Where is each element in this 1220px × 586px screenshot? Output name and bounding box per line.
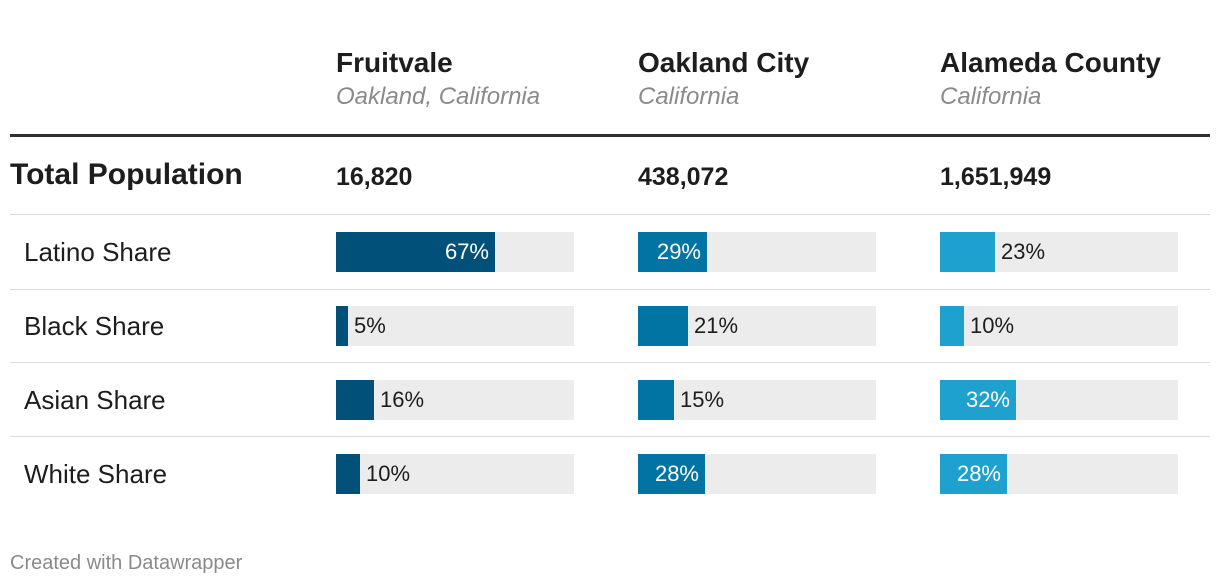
- bar: [336, 454, 360, 494]
- row-label: White Share: [24, 459, 168, 489]
- bar-value-label: 15%: [680, 387, 725, 412]
- bar-value-label: 16%: [380, 387, 425, 412]
- row-divider: [10, 436, 1210, 437]
- bar-value-label: 10%: [970, 313, 1015, 338]
- bar: [336, 380, 374, 420]
- bar-track: 29%: [638, 232, 876, 272]
- row-label: Black Share: [24, 311, 165, 341]
- column-subtitle: California: [940, 83, 1042, 110]
- column-header-oakland-city: Oakland City California: [638, 46, 809, 112]
- bar-value-label: 28%: [654, 461, 699, 486]
- bar-track: 10%: [336, 454, 574, 494]
- bar: [940, 232, 995, 272]
- bar: [638, 454, 705, 494]
- column-name: Oakland City: [638, 47, 810, 78]
- bar: [336, 232, 495, 272]
- bar-track: 23%: [940, 232, 1178, 272]
- row-divider: [10, 362, 1210, 363]
- bar: [638, 306, 688, 346]
- total-population-label: Total Population: [10, 158, 243, 191]
- bar-value-label: 5%: [354, 313, 386, 338]
- bar-value-label: 28%: [956, 461, 1001, 486]
- bar-track: 10%: [940, 306, 1178, 346]
- row-label: Asian Share: [24, 385, 166, 415]
- bar-value-label: 21%: [694, 313, 739, 338]
- bar-value-label: 29%: [656, 239, 701, 264]
- column-header-alameda-county: Alameda County California: [940, 46, 1161, 112]
- bar-value-label: 32%: [965, 387, 1010, 412]
- bar: [940, 454, 1007, 494]
- bar: [940, 380, 1016, 420]
- population-alameda-county: 1,651,949: [940, 163, 1052, 191]
- bar-track: 67%: [336, 232, 574, 272]
- row-divider: [10, 214, 1210, 215]
- bar: [638, 380, 674, 420]
- header-divider: [10, 134, 1210, 137]
- credit-footer: Created with Datawrapper: [10, 552, 243, 574]
- bar-track: 32%: [940, 380, 1178, 420]
- row-label: Latino Share: [24, 237, 172, 267]
- bar: [940, 306, 964, 346]
- column-name: Alameda County: [940, 47, 1161, 78]
- population-oakland-city: 438,072: [638, 163, 729, 191]
- bar-track: 21%: [638, 306, 876, 346]
- column-name: Fruitvale: [336, 47, 453, 78]
- row-divider: [10, 289, 1210, 290]
- population-fruitvale: 16,820: [336, 163, 413, 191]
- bar-value-label: 67%: [444, 239, 489, 264]
- column-header-fruitvale: Fruitvale Oakland, California: [336, 46, 540, 112]
- bar-track: 28%: [940, 454, 1178, 494]
- bar-track: 16%: [336, 380, 574, 420]
- bar-track: 5%: [336, 306, 574, 346]
- data-table: Fruitvale Oakland, California Oakland Ci…: [10, 0, 1210, 586]
- bar: [638, 232, 707, 272]
- bar-value-label: 23%: [1001, 239, 1046, 264]
- bar-track: 15%: [638, 380, 876, 420]
- bar-value-label: 10%: [366, 461, 411, 486]
- bar-track: 28%: [638, 454, 876, 494]
- column-subtitle: Oakland, California: [336, 83, 541, 110]
- column-subtitle: California: [638, 83, 740, 110]
- bar: [336, 306, 348, 346]
